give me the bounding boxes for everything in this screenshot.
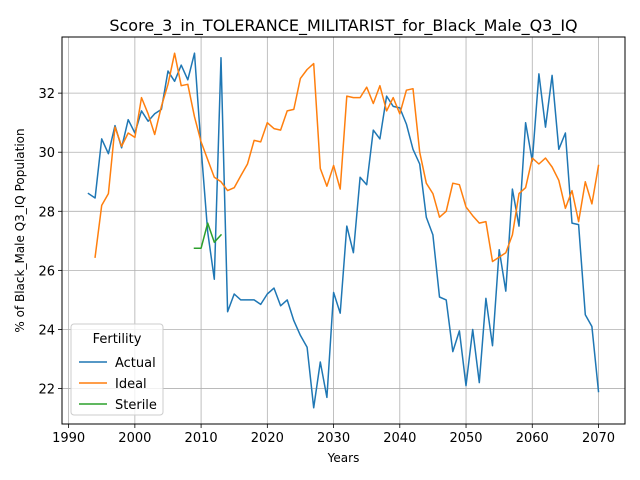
x-tick-label: 1990 <box>52 431 85 446</box>
x-axis-label: Years <box>327 451 360 465</box>
y-tick-label: 24 <box>38 323 55 338</box>
x-tick-label: 2010 <box>185 431 218 446</box>
series-line-actual <box>87 52 600 409</box>
y-tick-label: 22 <box>38 383 55 398</box>
series-line-ideal <box>94 52 600 263</box>
plot-frame <box>61 36 626 425</box>
x-tick-label: 2030 <box>317 431 350 446</box>
x-tick-label: 2000 <box>118 431 151 446</box>
y-axis-label: % of Black_Male Q3_IQ Population <box>13 128 27 332</box>
x-tick-label: 2050 <box>449 431 482 446</box>
chart-title: Score_3_in_TOLERANCE_MILITARIST_for_Blac… <box>109 16 577 36</box>
x-tick-label: 2020 <box>251 431 284 446</box>
legend-entry-label: Ideal <box>115 377 147 392</box>
legend: Fertility Actual Ideal Sterile <box>70 323 164 416</box>
legend-entry-label: Actual <box>115 356 156 371</box>
y-tick-label: 30 <box>38 146 55 161</box>
axis-ticks: 1990 2000 2010 2020 2030 2040 2050 2060 2070 22 24… <box>38 87 615 446</box>
series-line-sterile <box>193 222 223 249</box>
y-tick-label: 28 <box>38 205 55 220</box>
series-lines <box>87 52 600 409</box>
legend-title: Fertility <box>93 332 142 347</box>
legend-box <box>70 323 164 416</box>
y-tick-label: 32 <box>38 87 55 102</box>
x-tick-label: 2040 <box>383 431 416 446</box>
y-tick-label: 26 <box>38 264 55 279</box>
x-tick-label: 2070 <box>582 431 615 446</box>
x-tick-label: 2060 <box>516 431 549 446</box>
legend-entry-label: Sterile <box>115 398 157 413</box>
